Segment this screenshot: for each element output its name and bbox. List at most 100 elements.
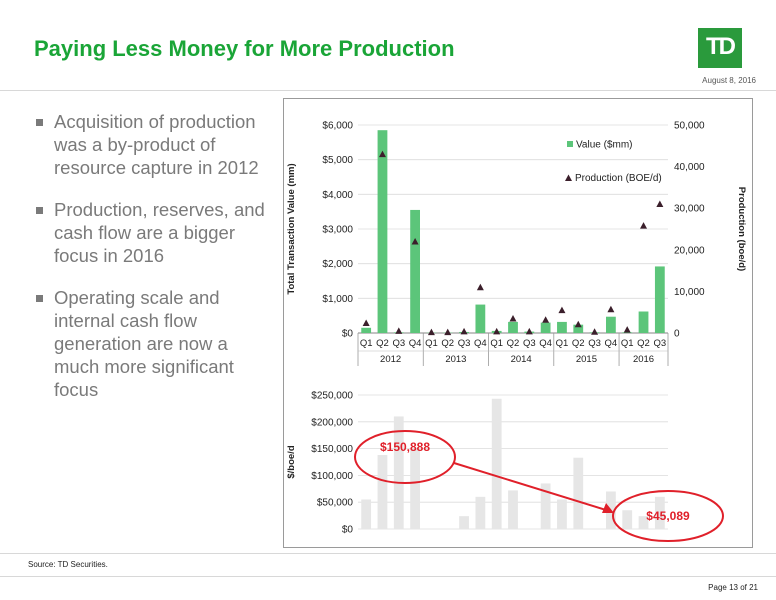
y-tick-label: $150,000 bbox=[311, 444, 353, 455]
bullet-list: Acquisition of production was a by-produ… bbox=[34, 110, 274, 420]
value-bar bbox=[573, 324, 584, 333]
value-bar bbox=[638, 311, 649, 333]
production-marker bbox=[591, 328, 599, 335]
y-tick-label: $200,000 bbox=[311, 417, 353, 428]
production-marker bbox=[656, 200, 664, 208]
y-tick-label: $0 bbox=[342, 329, 354, 340]
chart-svg: $0 $1,000 $2,000 $3,000 $4,000 $5,000 $6,000 0 1… bbox=[286, 121, 747, 542]
cost-bar bbox=[377, 455, 388, 529]
year-label: 2016 bbox=[633, 354, 654, 365]
production-marker bbox=[444, 328, 452, 336]
date-label: August 8, 2016 bbox=[702, 76, 756, 85]
cost-bar bbox=[410, 448, 420, 529]
year-label: 2013 bbox=[445, 354, 466, 365]
cost-bar bbox=[654, 496, 665, 529]
legend-swatch-production bbox=[565, 174, 572, 181]
y-tick-label: $0 bbox=[342, 525, 354, 536]
value-bar bbox=[557, 321, 567, 333]
quarter-tick-label: Q3 bbox=[523, 338, 536, 349]
value-bar bbox=[410, 209, 420, 333]
cost-bar bbox=[622, 510, 633, 529]
legend-swatch-value bbox=[567, 141, 573, 147]
quarter-tick-label: Q4 bbox=[409, 338, 422, 349]
value-bar bbox=[654, 266, 665, 333]
quarter-tick-label: Q1 bbox=[425, 338, 438, 349]
y-axis-title: Total Transaction Value (mm) bbox=[286, 163, 297, 294]
bullet-item: Operating scale and internal cash flow g… bbox=[34, 286, 274, 401]
production-marker bbox=[574, 320, 582, 328]
annotation-label-high: $150,888 bbox=[380, 440, 430, 454]
quarter-tick-label: Q1 bbox=[621, 338, 634, 349]
production-marker bbox=[460, 327, 468, 335]
y-tick-label: $3,000 bbox=[322, 225, 353, 236]
production-marker bbox=[476, 283, 484, 291]
bullet-item: Acquisition of production was a by-produ… bbox=[34, 110, 274, 179]
production-marker bbox=[509, 314, 517, 322]
value-bar bbox=[540, 322, 551, 333]
cost-bar bbox=[393, 416, 404, 529]
bullet-square-icon bbox=[36, 119, 43, 126]
production-marker bbox=[395, 327, 403, 334]
y2-tick-label: 50,000 bbox=[674, 121, 705, 132]
bullet-square-icon bbox=[36, 207, 43, 214]
production-marker bbox=[558, 306, 566, 314]
y-tick-label: $4,000 bbox=[322, 190, 353, 201]
quarter-tick-label: Q3 bbox=[392, 338, 405, 349]
y2-tick-label: 0 bbox=[674, 329, 680, 340]
page-title: Paying Less Money for More Production bbox=[34, 36, 455, 61]
chart-panel: $0 $1,000 $2,000 $3,000 $4,000 $5,000 $6,000 0 1… bbox=[283, 98, 753, 548]
footer-divider bbox=[0, 553, 776, 554]
cost-bar bbox=[491, 398, 502, 529]
quarter-tick-label: Q2 bbox=[637, 338, 650, 349]
value-bar bbox=[361, 327, 372, 333]
cost-bar bbox=[557, 499, 567, 529]
header-divider bbox=[0, 90, 776, 91]
y-axis-title: $/boe/d bbox=[286, 445, 297, 478]
cost-bar bbox=[638, 516, 649, 529]
cost-bar bbox=[361, 499, 372, 529]
production-marker bbox=[427, 328, 435, 336]
production-marker bbox=[411, 237, 419, 245]
page-number: Page 13 of 21 bbox=[708, 583, 758, 592]
annotation-label-low: $45,089 bbox=[646, 509, 690, 523]
legend-label-production: Production (BOE/d) bbox=[575, 173, 662, 184]
quarter-tick-label: Q3 bbox=[458, 338, 471, 349]
quarter-tick-label: Q1 bbox=[490, 338, 503, 349]
bullet-square-icon bbox=[36, 295, 43, 302]
value-bar bbox=[475, 304, 486, 333]
cost-bar bbox=[459, 516, 469, 529]
quarter-tick-label: Q3 bbox=[653, 338, 666, 349]
annotation-ellipse bbox=[612, 490, 724, 542]
y-tick-label: $50,000 bbox=[317, 498, 354, 509]
y2-axis-title: Production (boe/d) bbox=[736, 187, 747, 271]
cost-bar bbox=[508, 490, 518, 529]
y-tick-label: $1,000 bbox=[322, 294, 353, 305]
year-label: 2015 bbox=[576, 354, 597, 365]
quarter-tick-label: Q4 bbox=[474, 338, 487, 349]
annotation-arrowhead bbox=[602, 503, 614, 513]
production-marker bbox=[525, 327, 533, 335]
year-label: 2012 bbox=[380, 354, 401, 365]
legend-label-value: Value ($mm) bbox=[576, 140, 633, 151]
production-marker bbox=[542, 316, 550, 323]
y-tick-label: $5,000 bbox=[322, 155, 353, 166]
value-bar bbox=[508, 321, 518, 333]
production-marker bbox=[362, 319, 370, 327]
y-tick-label: $100,000 bbox=[311, 471, 353, 482]
quarter-tick-label: Q2 bbox=[376, 338, 389, 349]
year-label: 2014 bbox=[511, 354, 532, 365]
production-marker bbox=[623, 326, 631, 333]
y-tick-label: $2,000 bbox=[322, 259, 353, 270]
bullet-item: Production, reserves, and cash flow are … bbox=[34, 198, 274, 267]
y2-tick-label: 40,000 bbox=[674, 162, 705, 173]
y2-tick-label: 20,000 bbox=[674, 245, 705, 256]
y2-tick-label: 30,000 bbox=[674, 204, 705, 215]
annotation-arrow bbox=[453, 462, 607, 511]
quarter-tick-label: Q4 bbox=[605, 338, 618, 349]
production-marker bbox=[640, 222, 648, 229]
quarter-tick-label: Q2 bbox=[572, 338, 585, 349]
value-bar bbox=[606, 316, 616, 333]
quarter-tick-label: Q3 bbox=[588, 338, 601, 349]
production-marker bbox=[493, 327, 501, 335]
cost-bar bbox=[573, 457, 584, 529]
